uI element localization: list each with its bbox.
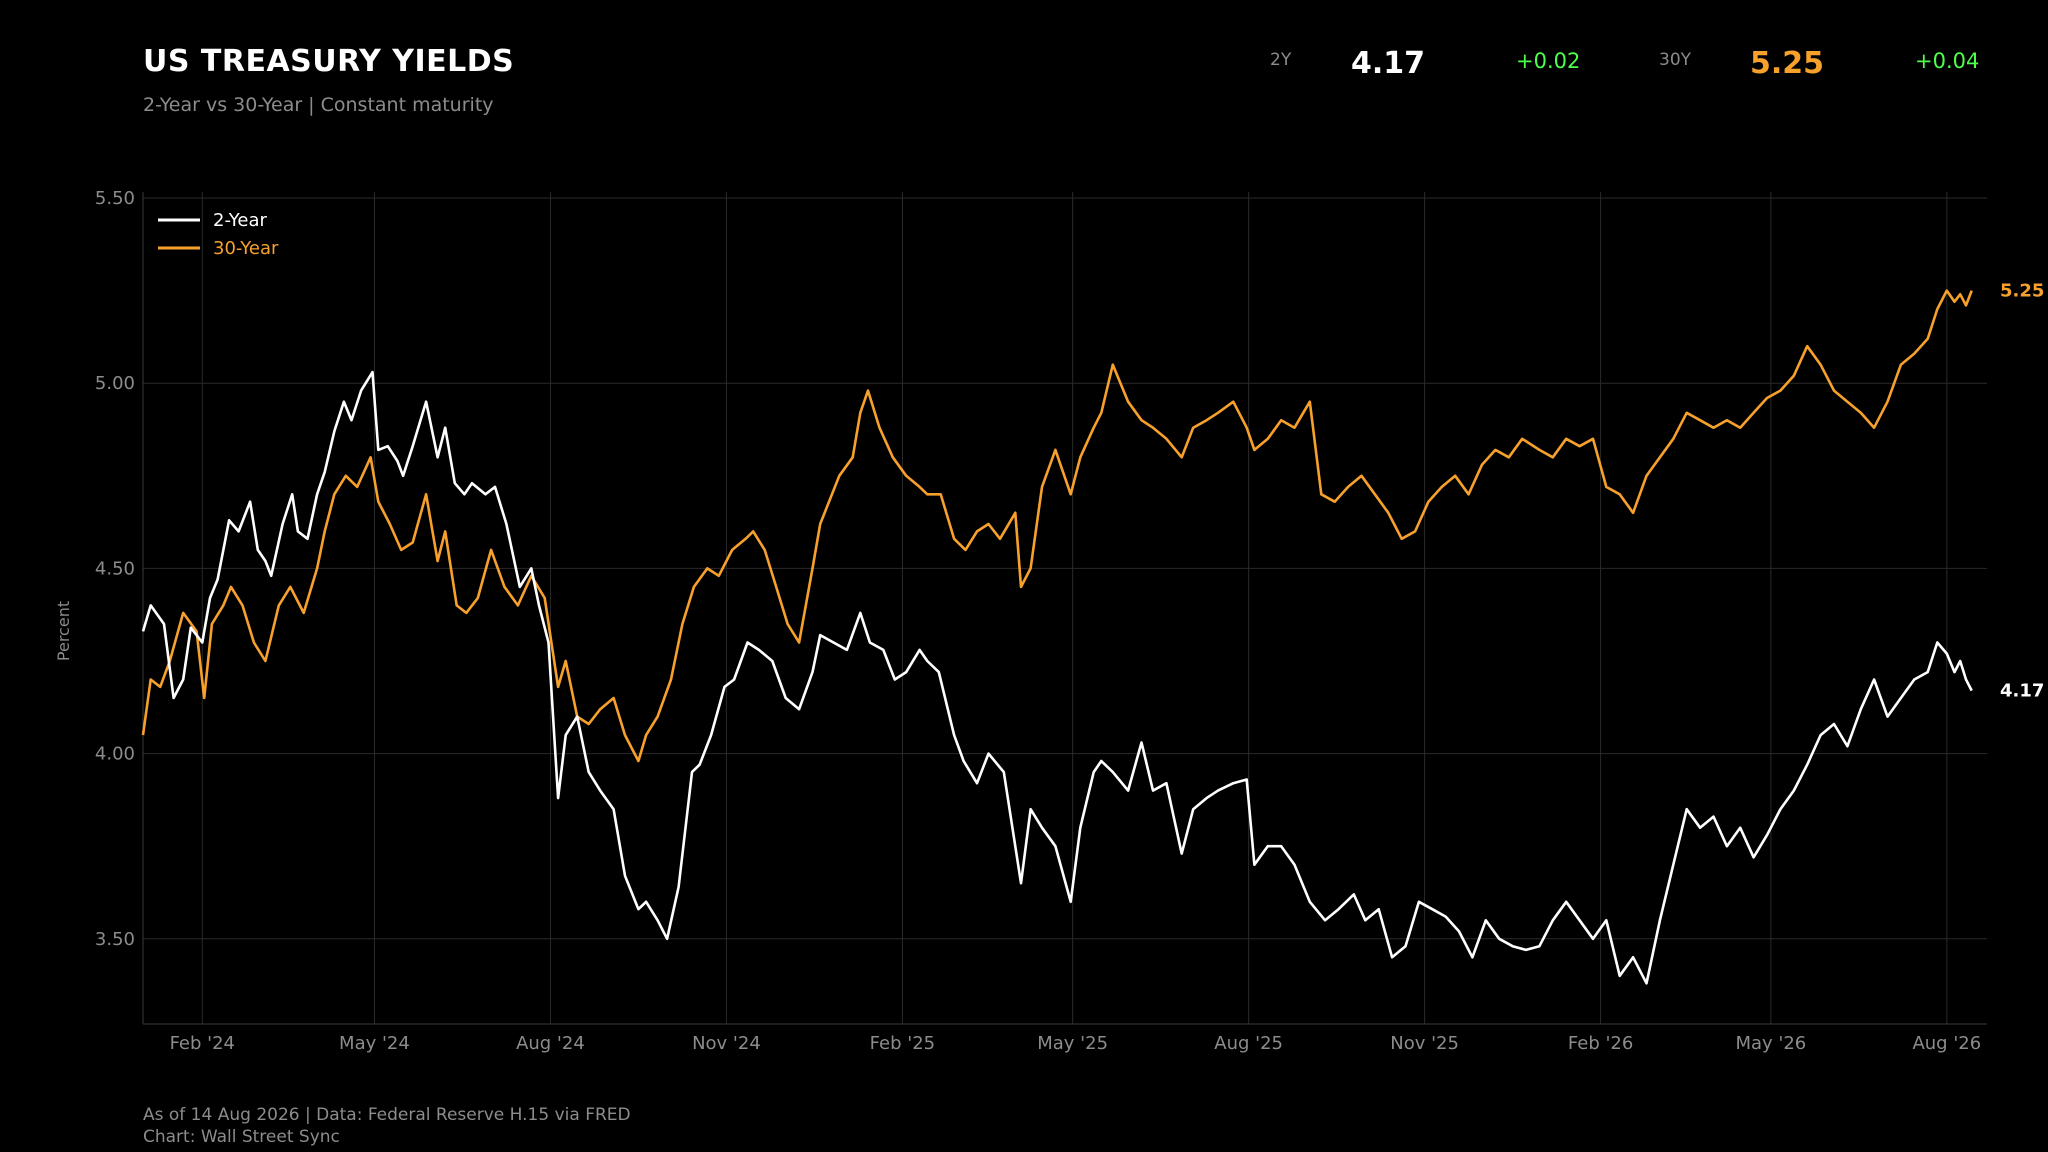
x-tick-label: Feb '26 <box>1568 1033 1633 1054</box>
y-axis-label: Percent <box>54 601 73 661</box>
x-tick-label: Aug '24 <box>516 1033 585 1054</box>
y-tick-label: 4.50 <box>95 558 135 579</box>
footer-credit: Chart: Wall Street Sync <box>143 1127 340 1147</box>
x-tick-label: Feb '25 <box>870 1033 935 1054</box>
series-line-2-year <box>141 370 1973 985</box>
x-tick-label: Nov '25 <box>1390 1033 1459 1054</box>
chart-subtitle: 2-Year vs 30-Year | Constant maturity <box>143 94 494 116</box>
end-value-label: 5.25 <box>2000 281 2044 302</box>
x-tick-label: Nov '24 <box>692 1033 761 1054</box>
series-lines <box>141 289 1973 985</box>
legend-label: 2-Year <box>213 210 268 231</box>
x-tick-label: Feb '24 <box>170 1033 235 1054</box>
y-tick-label: 5.50 <box>95 188 135 209</box>
x-tick-label: May '26 <box>1735 1033 1806 1054</box>
end-labels: 4.17 5.25 <box>2000 281 2044 702</box>
ticker-30y-label: 30Y <box>1659 50 1692 70</box>
y-tick-label: 5.00 <box>95 373 135 394</box>
end-value-label: 4.17 <box>2000 681 2044 702</box>
ticker-2y-value: 4.17 <box>1351 46 1426 81</box>
x-tick-label: Aug '26 <box>1912 1033 1981 1054</box>
ticker-2y-change: +0.02 <box>1516 49 1581 73</box>
legend: 2-Year 30-Year <box>158 210 279 259</box>
x-tick-label: Aug '25 <box>1214 1033 1283 1054</box>
y-tick-label: 3.50 <box>95 929 135 950</box>
axes: 3.50 4.00 4.50 5.00 5.50 Feb '24 May '24 Aug '2… <box>54 188 1987 1054</box>
series-line-30-year <box>141 289 1973 763</box>
footer-source: As of 14 Aug 2026 | Data: Federal Reserv… <box>143 1105 631 1125</box>
ticker-30y-value: 5.25 <box>1750 46 1825 81</box>
ticker-30y-change: +0.04 <box>1915 49 1980 73</box>
y-tick-label: 4.00 <box>95 744 135 765</box>
legend-label: 30-Year <box>213 238 279 259</box>
x-tick-label: May '25 <box>1037 1033 1108 1054</box>
ticker-2y-label: 2Y <box>1270 50 1292 70</box>
x-tick-label: May '24 <box>339 1033 410 1054</box>
chart-title: US TREASURY YIELDS <box>143 44 515 79</box>
grid <box>143 192 1987 1024</box>
